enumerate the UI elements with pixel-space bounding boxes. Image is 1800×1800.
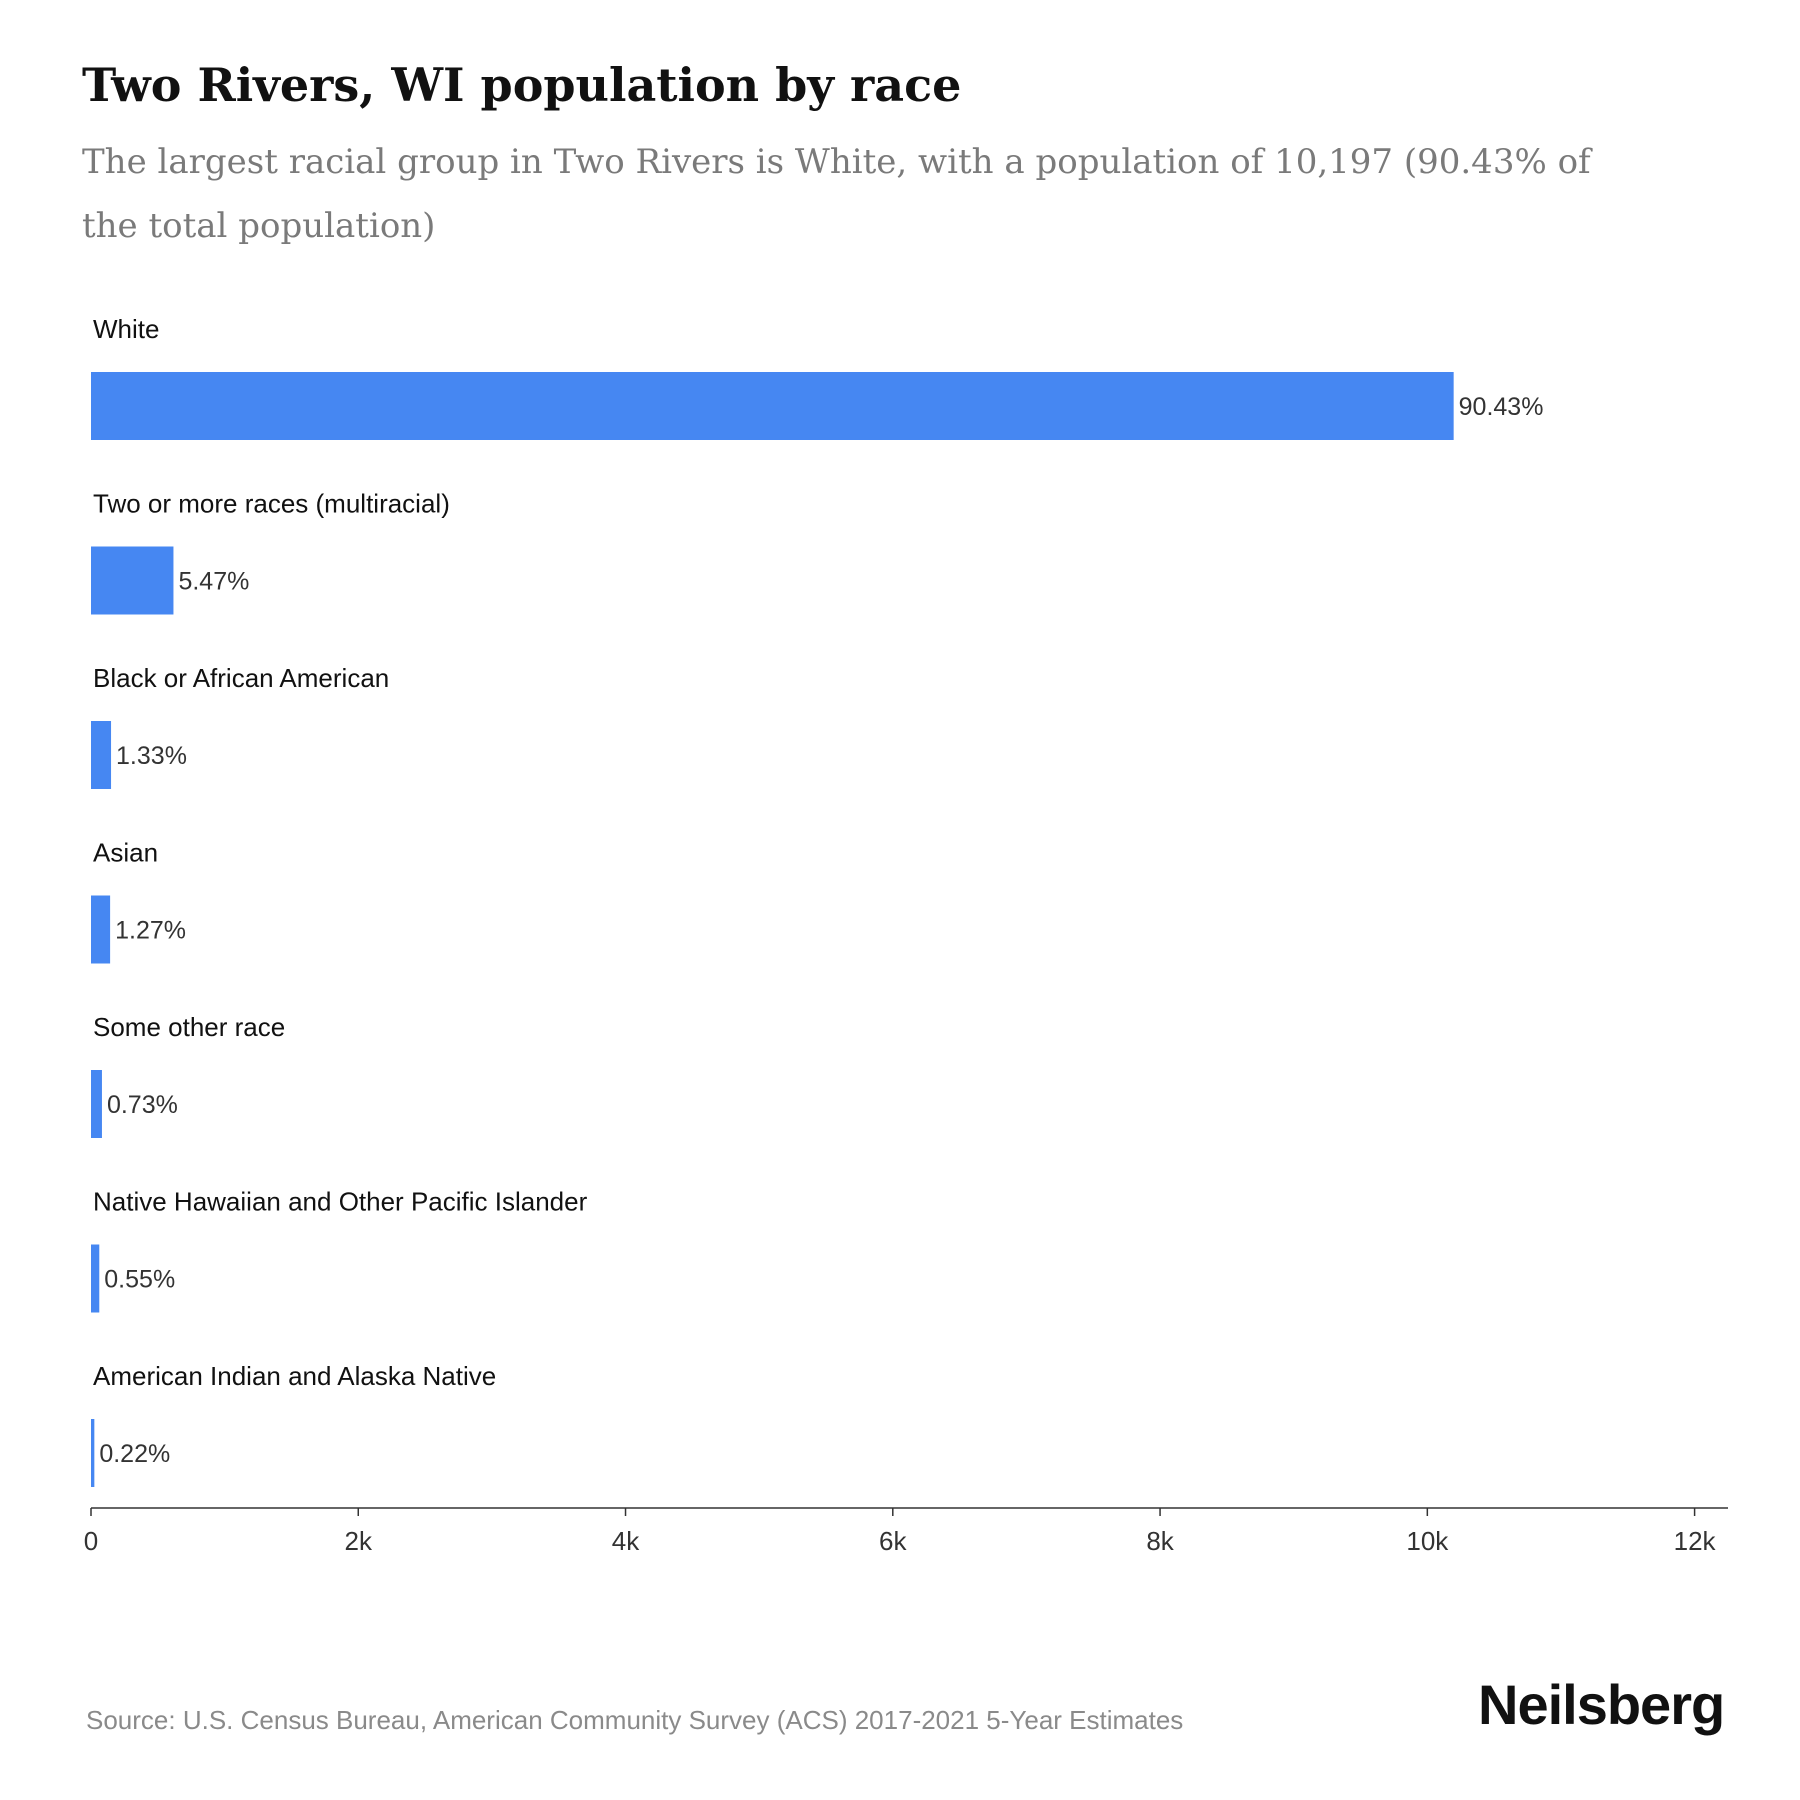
chart-title: Two Rivers, WI population by race bbox=[82, 58, 962, 112]
data-label: 0.73% bbox=[107, 1091, 178, 1119]
x-tick-label: 8k bbox=[1146, 1526, 1174, 1556]
category-label: American Indian and Alaska Native bbox=[93, 1361, 496, 1391]
bar bbox=[91, 1419, 95, 1487]
x-tick-label: 12k bbox=[1674, 1526, 1717, 1556]
bar bbox=[91, 1070, 102, 1138]
data-label: 1.27% bbox=[115, 917, 186, 945]
bars-layer: White 90.43% Two or more races (multiracia… bbox=[91, 314, 1543, 1487]
category-label: Native Hawaiian and Other Pacific Island… bbox=[93, 1187, 588, 1217]
data-label: 0.55% bbox=[104, 1266, 175, 1294]
bar bbox=[91, 1244, 100, 1313]
data-label: 0.22% bbox=[99, 1440, 170, 1468]
x-tick-label: 0 bbox=[84, 1526, 98, 1556]
category-label: Asian bbox=[93, 838, 158, 868]
x-tick-label: 4k bbox=[612, 1526, 640, 1556]
bar bbox=[91, 895, 111, 964]
source-note: Source: U.S. Census Bureau, American Com… bbox=[86, 1705, 1184, 1735]
x-tick-label: 6k bbox=[879, 1526, 907, 1556]
brand-logo: Neilsberg bbox=[1478, 1673, 1725, 1736]
category-label: Two or more races (multiracial) bbox=[93, 489, 450, 519]
category-label: White bbox=[93, 314, 159, 344]
category-label: Black or African American bbox=[93, 663, 389, 693]
chart-subtitle: The largest racial group in Two Rivers i… bbox=[82, 142, 1591, 246]
data-label: 5.47% bbox=[178, 568, 249, 596]
bar bbox=[91, 721, 112, 789]
category-label: Some other race bbox=[93, 1012, 285, 1042]
x-tick-label: 10k bbox=[1406, 1526, 1449, 1556]
x-tick-label: 2k bbox=[345, 1526, 373, 1556]
bar bbox=[91, 372, 1454, 440]
x-axis: 0 2k 4k 6k 8k 10k 12k bbox=[84, 1507, 1728, 1556]
data-label: 1.33% bbox=[116, 742, 187, 770]
data-label: 90.43% bbox=[1459, 393, 1544, 421]
bar bbox=[91, 546, 174, 615]
